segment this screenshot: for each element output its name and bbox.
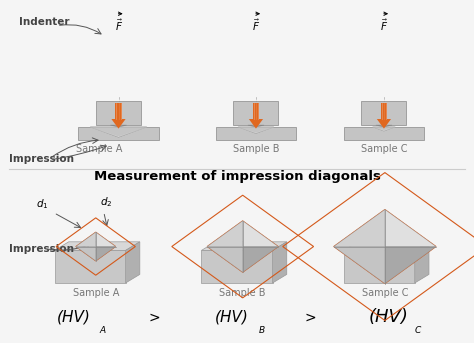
Polygon shape xyxy=(55,250,126,283)
Polygon shape xyxy=(76,247,96,261)
Text: Sample C: Sample C xyxy=(361,144,407,154)
Bar xyxy=(361,101,406,125)
Text: C: C xyxy=(415,326,421,335)
Polygon shape xyxy=(96,232,116,247)
Text: $\vec{F}$: $\vec{F}$ xyxy=(380,17,388,33)
Polygon shape xyxy=(385,247,436,284)
Bar xyxy=(96,101,141,125)
Text: $\vec{F}$: $\vec{F}$ xyxy=(115,17,123,33)
Text: Indenter: Indenter xyxy=(19,17,70,27)
Polygon shape xyxy=(415,242,429,283)
Text: Impression: Impression xyxy=(9,244,74,254)
Text: Sample B: Sample B xyxy=(233,144,279,154)
Polygon shape xyxy=(96,247,116,261)
Polygon shape xyxy=(115,103,121,119)
Text: $d_2$: $d_2$ xyxy=(100,196,112,209)
Text: $d_1$: $d_1$ xyxy=(36,197,49,211)
Polygon shape xyxy=(376,125,392,127)
Text: (HV): (HV) xyxy=(56,310,91,325)
Text: (HV): (HV) xyxy=(215,310,249,325)
Text: (HV): (HV) xyxy=(369,308,409,326)
Polygon shape xyxy=(243,221,278,247)
Text: B: B xyxy=(258,326,264,335)
Text: Sample B: Sample B xyxy=(219,288,266,298)
Bar xyxy=(233,101,279,125)
Polygon shape xyxy=(249,119,263,129)
Polygon shape xyxy=(55,242,140,250)
Polygon shape xyxy=(201,250,273,283)
Text: Sample A: Sample A xyxy=(73,288,119,298)
Text: Sample C: Sample C xyxy=(362,288,408,298)
Polygon shape xyxy=(344,250,415,283)
Polygon shape xyxy=(381,103,387,119)
Text: >: > xyxy=(305,310,316,324)
Polygon shape xyxy=(248,125,264,127)
Polygon shape xyxy=(373,127,395,131)
Text: Impression: Impression xyxy=(9,154,74,165)
Polygon shape xyxy=(238,127,274,133)
Polygon shape xyxy=(207,221,243,247)
Text: A: A xyxy=(100,326,106,335)
Polygon shape xyxy=(253,103,259,119)
Polygon shape xyxy=(273,242,287,283)
Polygon shape xyxy=(334,210,385,247)
Bar xyxy=(344,127,424,140)
Polygon shape xyxy=(110,125,127,127)
Text: $\vec{F}$: $\vec{F}$ xyxy=(252,17,260,33)
Polygon shape xyxy=(126,242,140,283)
Polygon shape xyxy=(90,127,147,137)
Polygon shape xyxy=(207,247,243,272)
Text: >: > xyxy=(148,310,160,324)
Polygon shape xyxy=(201,242,287,250)
Polygon shape xyxy=(334,247,385,284)
Polygon shape xyxy=(385,210,436,247)
Polygon shape xyxy=(76,232,96,247)
Polygon shape xyxy=(243,247,278,272)
Bar xyxy=(216,127,296,140)
Text: Sample A: Sample A xyxy=(76,144,123,154)
Polygon shape xyxy=(344,242,429,250)
Text: Measurement of impression diagonals: Measurement of impression diagonals xyxy=(93,170,381,183)
Polygon shape xyxy=(111,119,126,129)
Polygon shape xyxy=(377,119,391,129)
Bar xyxy=(78,127,159,140)
